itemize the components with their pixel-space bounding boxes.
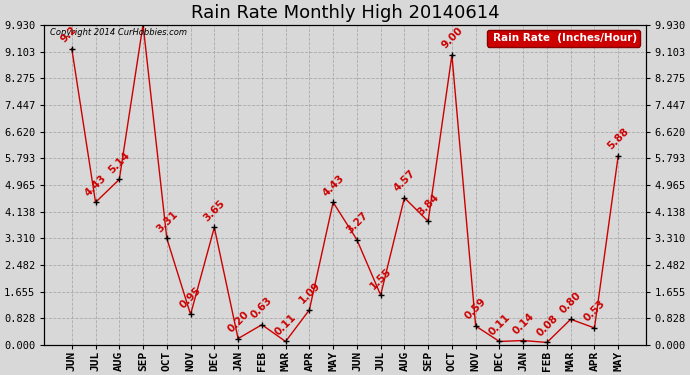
- Text: 0.20: 0.20: [226, 309, 251, 334]
- Text: Copyright 2014 CurHobbies.com: Copyright 2014 CurHobbies.com: [50, 28, 188, 37]
- Text: 1.55: 1.55: [368, 266, 393, 291]
- Text: 4.57: 4.57: [392, 168, 417, 194]
- Text: 9.95: 9.95: [0, 374, 1, 375]
- Text: 3.84: 3.84: [415, 192, 441, 217]
- Text: 3.65: 3.65: [201, 198, 227, 223]
- Text: 0.95: 0.95: [178, 285, 204, 310]
- Text: 4.43: 4.43: [321, 172, 346, 198]
- Text: 0.11: 0.11: [273, 312, 298, 338]
- Text: 0.08: 0.08: [535, 313, 560, 338]
- Text: 0.14: 0.14: [511, 311, 536, 336]
- Text: 0.63: 0.63: [249, 295, 275, 321]
- Text: 3.27: 3.27: [344, 210, 370, 236]
- Text: 3.31: 3.31: [155, 209, 179, 234]
- Text: 9.00: 9.00: [440, 26, 464, 51]
- Text: 0.11: 0.11: [487, 312, 512, 338]
- Text: 1.09: 1.09: [297, 280, 322, 306]
- Legend: Rain Rate  (Inches/Hour): Rain Rate (Inches/Hour): [487, 30, 640, 46]
- Text: 9.2: 9.2: [59, 24, 79, 45]
- Title: Rain Rate Monthly High 20140614: Rain Rate Monthly High 20140614: [190, 4, 500, 22]
- Text: 0.53: 0.53: [582, 298, 607, 324]
- Text: 0.59: 0.59: [463, 297, 489, 322]
- Text: 0.80: 0.80: [558, 290, 584, 315]
- Text: 5.88: 5.88: [606, 126, 631, 152]
- Text: 5.14: 5.14: [107, 150, 132, 175]
- Text: 4.43: 4.43: [83, 172, 108, 198]
